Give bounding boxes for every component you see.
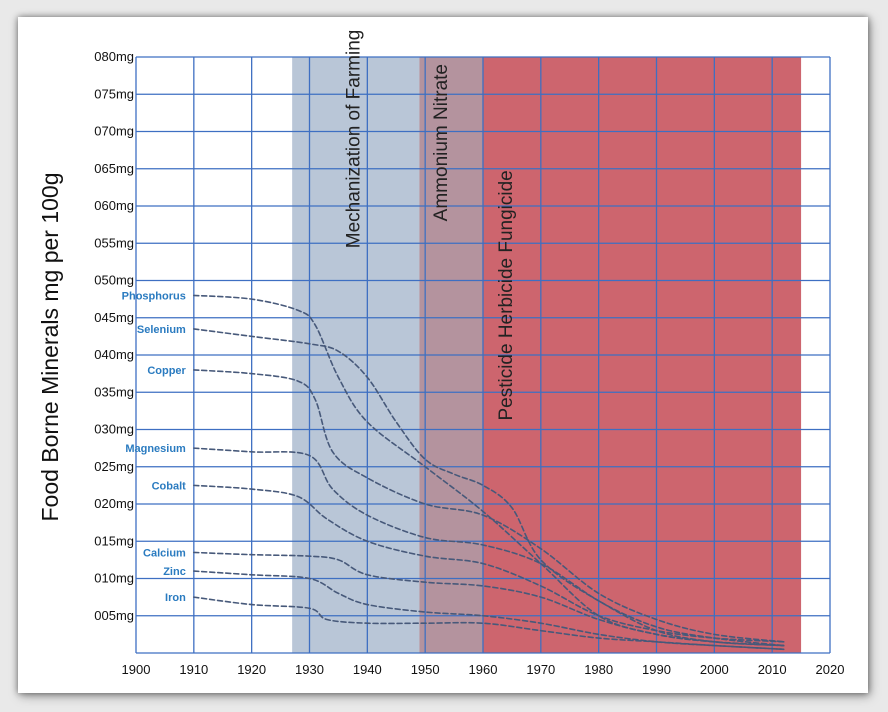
series-label-selenium: Selenium bbox=[137, 324, 186, 336]
x-tick-label: 1970 bbox=[526, 662, 555, 677]
y-tick-label: 045mg bbox=[94, 310, 134, 325]
era-labels: Mechanization of Farming Ammonium Nitrate… bbox=[343, 30, 517, 421]
x-tick-label: 2020 bbox=[816, 662, 845, 677]
x-tick-label: 1900 bbox=[122, 662, 151, 677]
mineral-decline-chart: Phosphorus Selenium Copper Magnesium Cobalt C… bbox=[37, 30, 845, 677]
series-label-copper: Copper bbox=[147, 365, 186, 377]
x-tick-labels: 1900 1910 1920 1930 1940 1950 1960 1970 1980 1990… bbox=[122, 662, 845, 677]
band-label-mechanization-of-farming: Mechanization of Farming bbox=[343, 30, 364, 249]
x-tick-label: 1990 bbox=[642, 662, 671, 677]
y-tick-label: 040mg bbox=[94, 347, 134, 362]
chart-card: Phosphorus Selenium Copper Magnesium Cobalt C… bbox=[18, 17, 868, 693]
band-label-ammonium-nitrate: Ammonium Nitrate bbox=[431, 64, 452, 221]
series-label-phosphorus: Phosphorus bbox=[122, 290, 186, 302]
x-tick-label: 1950 bbox=[411, 662, 440, 677]
grid bbox=[135, 56, 831, 654]
y-tick-label: 055mg bbox=[94, 235, 134, 250]
series-label-calcium: Calcium bbox=[143, 547, 186, 559]
y-tick-label: 060mg bbox=[94, 198, 134, 213]
y-tick-label: 065mg bbox=[94, 161, 134, 176]
series-line-copper bbox=[193, 369, 785, 643]
y-tick-label: 010mg bbox=[94, 571, 134, 586]
y-tick-label: 050mg bbox=[94, 273, 134, 288]
x-tick-label: 1930 bbox=[295, 662, 324, 677]
series-label-iron: Iron bbox=[165, 592, 186, 604]
x-tick-label: 1920 bbox=[237, 662, 266, 677]
series-line-calcium bbox=[193, 551, 785, 647]
y-tick-label: 075mg bbox=[94, 86, 134, 101]
series-line-selenium bbox=[193, 328, 785, 647]
y-tick-label: 025mg bbox=[94, 459, 134, 474]
band-label-pesticide-herbicide-fungicide: Pesticide Herbicide Fungicide bbox=[496, 170, 517, 420]
series-label-zinc: Zinc bbox=[163, 566, 186, 578]
series-label-magnesium: Magnesium bbox=[125, 443, 186, 455]
y-tick-label: 015mg bbox=[94, 533, 134, 548]
series-label-cobalt: Cobalt bbox=[152, 480, 187, 492]
x-tick-label: 1940 bbox=[353, 662, 382, 677]
y-tick-label: 080mg bbox=[94, 49, 134, 64]
y-tick-labels: 005mg 010mg 015mg 020mg 025mg 030mg 035mg 040mg… bbox=[94, 49, 134, 623]
series-line-iron bbox=[193, 596, 785, 651]
series-line-zinc bbox=[193, 570, 785, 651]
y-tick-label: 020mg bbox=[94, 496, 134, 511]
y-tick-label: 035mg bbox=[94, 384, 134, 399]
x-tick-label: 2010 bbox=[758, 662, 787, 677]
y-tick-label: 070mg bbox=[94, 124, 134, 139]
y-tick-label: 030mg bbox=[94, 422, 134, 437]
x-tick-label: 1980 bbox=[584, 662, 613, 677]
series-labels: Phosphorus Selenium Copper Magnesium Cobalt C… bbox=[122, 290, 187, 604]
y-axis-label: Food Borne Minerals mg per 100g bbox=[37, 172, 63, 521]
x-tick-label: 2000 bbox=[700, 662, 729, 677]
x-tick-label: 1960 bbox=[469, 662, 498, 677]
y-tick-label: 005mg bbox=[94, 608, 134, 623]
x-tick-label: 1910 bbox=[179, 662, 208, 677]
series-line-cobalt bbox=[193, 484, 785, 643]
series-lines bbox=[193, 294, 785, 651]
series-line-magnesium bbox=[193, 447, 785, 647]
